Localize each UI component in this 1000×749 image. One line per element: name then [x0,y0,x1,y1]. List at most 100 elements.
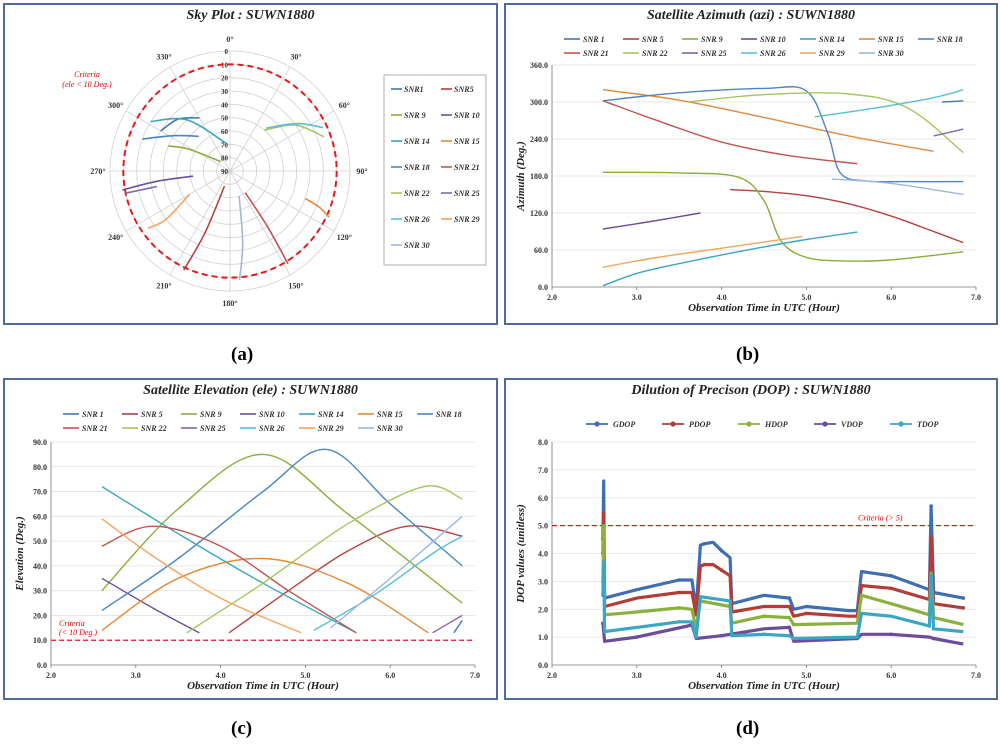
c-x-tick-label: 6.0 [385,671,395,680]
c-series-line-snr-15 [101,557,429,634]
d-series-line-tdop [601,560,964,641]
c-legend-label-snr-5: SNR 5 [141,410,163,419]
c-y-tick-label: 50.0 [33,537,47,546]
panel-label-d: (d) [736,718,760,739]
elevation-chart-svg: 0.0 10.0 20.0 30.0 40.0 50.0 60.0 70.0 80.0 90.0 2… [14,410,480,692]
b-series-snr-30 [831,178,964,196]
b-x-tick-label: 2.0 [547,293,557,302]
d-point-hdop [791,622,796,627]
sky-criteria-label: (ele < 10 Deg.) [62,80,112,89]
d-legend-label-pdop: PDOP [689,420,710,429]
b-series-line-snr-18 [602,86,964,183]
sky-legend-label-snr-15: SNR 15 [454,137,480,146]
c-series-line-snr-21 [101,525,357,634]
panel-c-elevation: Satellite Elevation (ele) : SUWN1880 0.0… [3,378,498,700]
c-series-line-snr-10 [101,577,200,634]
c-series-line-snr-1 [453,620,463,634]
d-point-gdop [719,548,724,553]
c-y-tick-label: 30.0 [33,587,47,596]
b-y-axis-label: Azimuth (Deg.) [515,141,527,212]
d-y-tick-label: 5.0 [538,522,548,531]
sky-track-snr-29 [147,193,191,230]
c-series-line-snr-14 [101,486,357,634]
d-point-tdop [602,629,607,634]
d-series-hdop [601,524,964,631]
c-series-line-snr-5 [228,525,463,634]
d-point-tdop [601,593,605,598]
d-point-tdop [859,611,864,616]
sky-legend-label-snr-18: SNR 18 [404,163,430,172]
b-series-snr-18 [602,86,964,183]
sky-legend-label-snr-10: SNR 10 [454,111,480,120]
sky-radial-label: 0 [225,48,229,56]
b-series-line-snr-25 [933,128,964,137]
d-point-vdop [719,633,724,638]
c-legend-label-snr-26: SNR 26 [259,424,285,433]
sky-angle-label: 30° [290,53,301,62]
sky-legend-label-snr-25: SNR 25 [454,189,480,198]
sky-legend-label-snr5: SNR5 [454,85,474,94]
b-y-tick-label: 180.0 [530,172,548,181]
d-x-tick-label: 4.0 [717,671,727,680]
sky-legend-label-snr-21: SNR 21 [454,163,480,172]
sky-angle-label: 90° [356,167,367,176]
sky-track-snr-14 [150,117,229,146]
sky-radial-label: 50 [221,115,229,123]
b-legend-label-snr-26: SNR 26 [760,49,786,58]
c-x-tick-label: 7.0 [470,671,480,680]
c-series-line-snr-18 [101,448,463,612]
panel-b-azimuth: Satellite Azimuth (azi) : SUWN1880 0.0 60… [504,3,998,325]
d-point-pdop [961,606,966,610]
b-series-snr-29 [602,235,803,268]
sky-angle-label: 150° [288,281,303,290]
sky-track-snr-26 [265,122,324,129]
d-point-pdop [929,535,933,539]
b-series-line-snr-9 [602,171,964,262]
b-series-line-snr-30 [831,178,964,196]
d-point-gdop [804,604,809,609]
d-y-tick-label: 7.0 [538,466,548,475]
b-x-tick-label: 7.0 [971,293,981,302]
c-y-tick-label: 90.0 [33,438,47,447]
d-x-axis-label: Observation Time in UTC (Hour) [688,680,840,692]
d-point-vdop [635,635,639,639]
c-series-line-snr-22 [186,485,463,634]
sky-radial-label: 30 [221,88,229,96]
d-legend-label-vdop: VDOP [841,420,863,429]
c-series-snr-10 [101,577,200,634]
panel-label-a: (a) [231,344,254,365]
d-point-gdop [929,504,933,508]
d-y-tick-label: 2.0 [538,605,548,614]
b-series-line-snr-10 [602,212,701,230]
sky-legend-box [383,74,487,266]
panel-label-b: (b) [736,344,760,365]
c-y-tick-label: 0.0 [37,661,47,670]
d-series-line-gdop [601,479,964,613]
c-legend-label-snr-22: SNR 22 [141,424,167,433]
d-x-tick-label: 7.0 [971,671,981,680]
c-legend-label-snr-10: SNR 10 [259,410,285,419]
c-series-snr-25 [432,614,463,634]
d-point-hdop [677,606,681,610]
sky-track-snr-22 [264,124,325,138]
sky-plot-svg: 0 10 20 30 40 50 60 70 80 90 0° 30° 60° 90° 120° 150° 18… [62,35,487,308]
sky-legend-label-snr-14: SNR 14 [404,137,430,146]
c-y-tick-label: 80.0 [33,463,47,472]
d-series-pdop [601,511,966,618]
c-series-line-snr-9 [101,453,463,604]
d-x-tick-label: 2.0 [547,671,557,680]
d-point-pdop [719,568,724,572]
d-criteria-label: Criteria (> 5) [858,514,903,523]
c-series-snr-29 [101,518,302,634]
d-series-line-pdop [601,511,964,618]
d-y-tick-label: 4.0 [538,550,548,559]
sky-criteria-label: Criteria [74,70,100,79]
d-point-gdop [889,574,893,578]
d-point-pdop [702,562,707,567]
d-series-tdop [601,560,964,641]
sky-spoke [169,170,231,276]
sky-angle-label: 330° [156,53,171,62]
b-y-tick-label: 300.0 [530,98,548,107]
c-y-axis-label: Elevation (Deg.) [14,516,26,592]
c-series-line-snr-29 [101,518,302,634]
